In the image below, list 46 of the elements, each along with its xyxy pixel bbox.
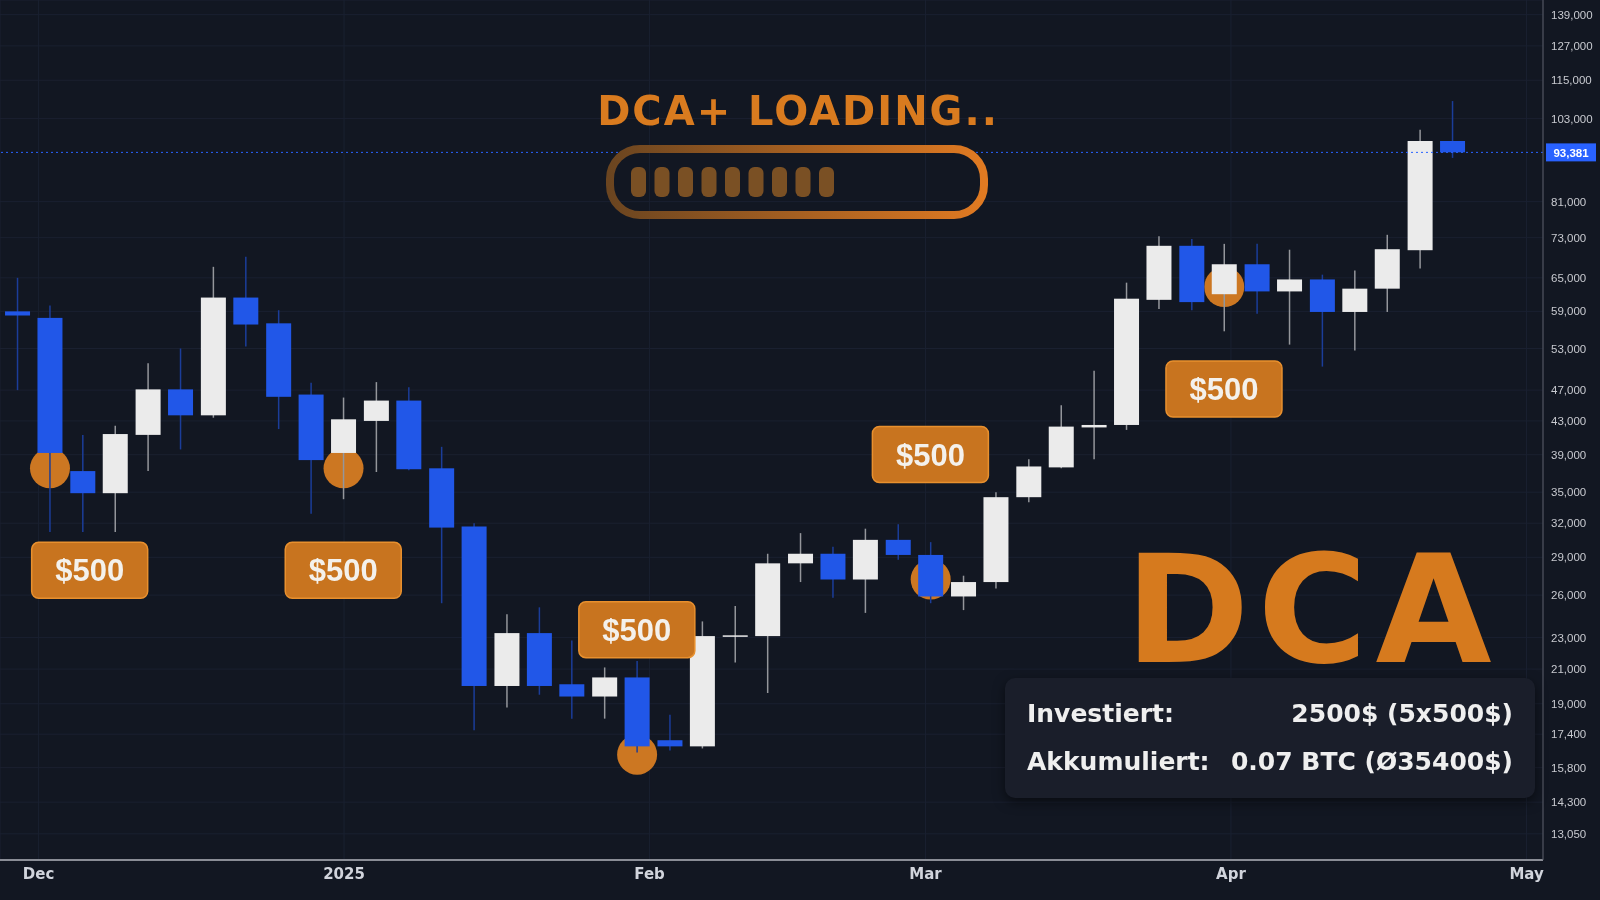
y-tick-label: 13,050 xyxy=(1551,827,1587,840)
y-tick-label: 15,800 xyxy=(1551,761,1587,774)
y-tick-label: 103,000 xyxy=(1551,112,1593,125)
y-tick-label: 127,000 xyxy=(1551,39,1593,52)
y-tick-label: 26,000 xyxy=(1551,589,1587,602)
annotation: 0.07 BTC (Ø35400$) xyxy=(1230,746,1513,778)
y-tick-label: 29,000 xyxy=(1551,551,1587,564)
y-tick-label: 115,000 xyxy=(1551,74,1592,87)
text: DCA+ LOADING.. xyxy=(597,88,999,134)
annotation: $500 xyxy=(895,437,965,473)
y-tick-label: 23,000 xyxy=(1551,631,1587,644)
y-tick-label: 59,000 xyxy=(1551,305,1587,318)
y-tick-label: 43,000 xyxy=(1551,415,1587,427)
candlestick xyxy=(1277,248,1303,346)
annotation: DCA xyxy=(1125,523,1500,697)
candlestick xyxy=(722,605,748,664)
annotation: $500 xyxy=(602,612,672,648)
x-tick-label: 2025 xyxy=(323,864,365,883)
y-tick-label: 39,000 xyxy=(1551,448,1587,461)
x-tick-label: Dec xyxy=(22,864,55,883)
candlestick xyxy=(1440,100,1466,159)
y-tick-label: 21,000 xyxy=(1551,663,1587,676)
annotation: $500 xyxy=(55,553,125,589)
x-tick-label: Apr xyxy=(1216,864,1247,883)
y-tick-label: 73,000 xyxy=(1551,231,1587,244)
candlestick xyxy=(657,714,683,752)
y-tick-label: 35,000 xyxy=(1551,486,1587,499)
y-tick-label: 32,000 xyxy=(1551,517,1587,530)
y-tick-label: 81,000 xyxy=(1551,195,1587,208)
ref-line-label: 93,381 xyxy=(1553,146,1590,159)
annotation: 2500$ (5x500$) xyxy=(1291,699,1513,728)
y-tick-label: 53,000 xyxy=(1551,342,1587,355)
x-tick-label: Feb xyxy=(634,864,666,883)
candlestick xyxy=(5,277,31,391)
annotation: Investiert: xyxy=(1027,699,1174,728)
annotation: $500 xyxy=(1189,372,1259,408)
y-tick-label: 14,300 xyxy=(1551,796,1587,809)
y-tick-label: 139,000 xyxy=(1551,8,1593,21)
annotation: $500 xyxy=(308,553,378,589)
y-tick-label: 47,000 xyxy=(1551,384,1587,397)
x-tick-label: May xyxy=(1509,864,1544,883)
annotation: Akkumuliert: xyxy=(1027,746,1210,778)
y-tick-label: 17,400 xyxy=(1551,728,1587,741)
y-tick-label: 65,000 xyxy=(1551,271,1587,284)
x-tick-label: Mar xyxy=(909,864,943,883)
y-tick-label: 19,000 xyxy=(1551,697,1587,710)
